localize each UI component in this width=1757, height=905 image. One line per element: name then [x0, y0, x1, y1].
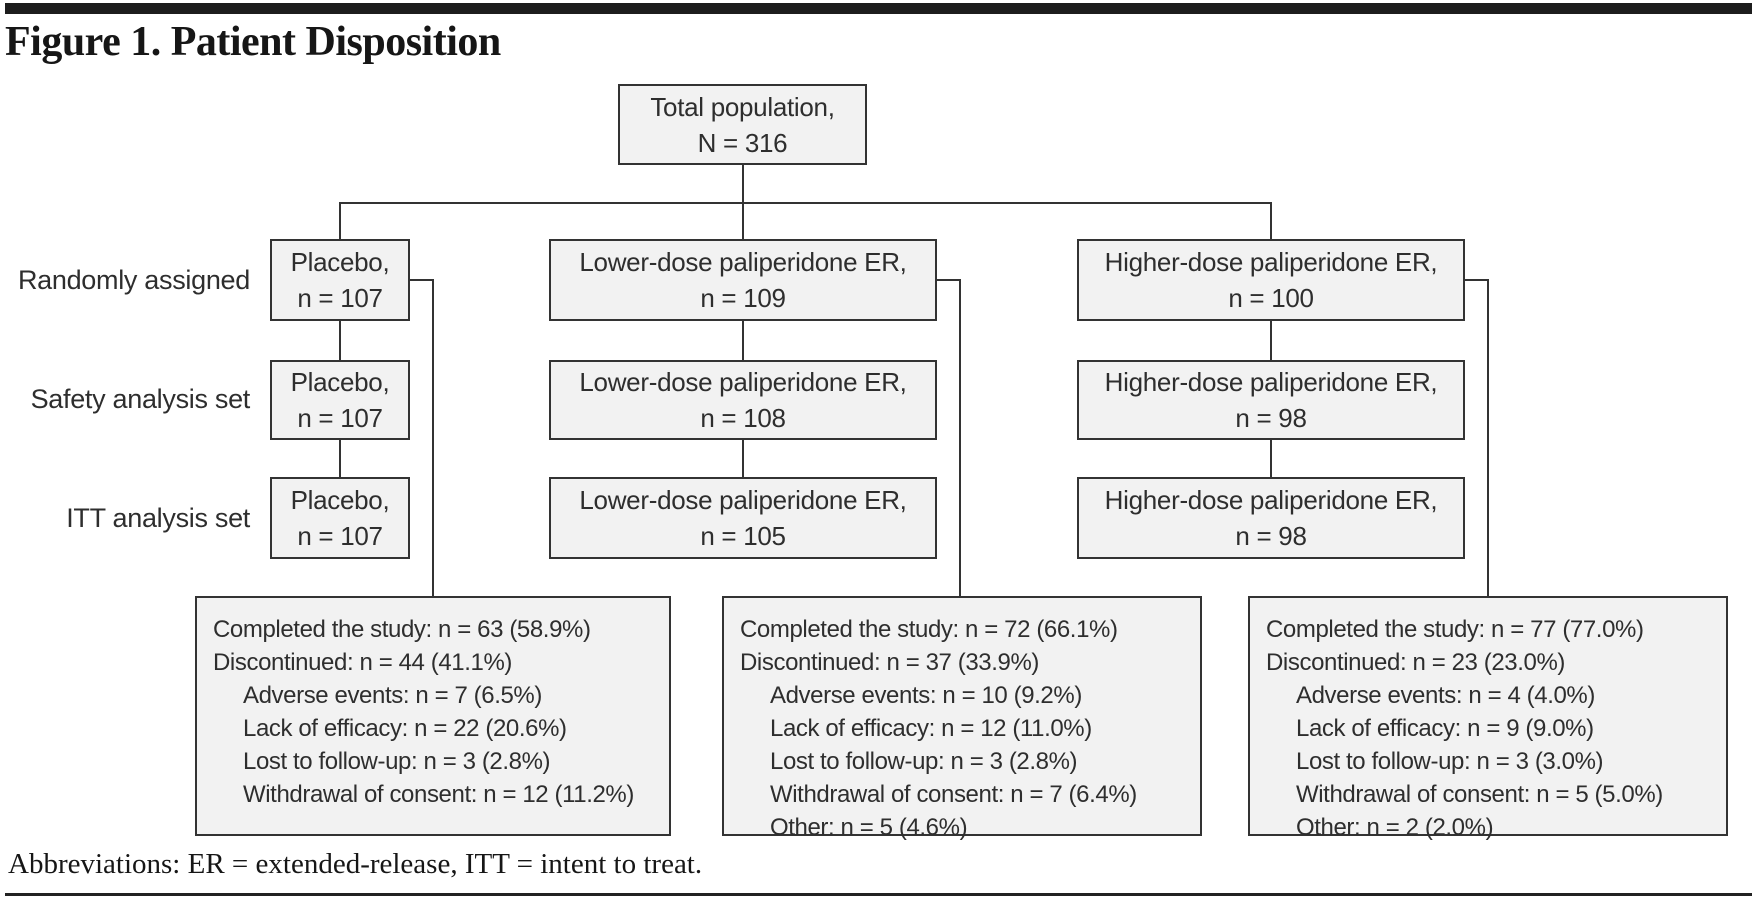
abbreviations-note: Abbreviations: ER = extended-release, IT…	[8, 848, 703, 880]
placebo-safety-line2: n = 107	[297, 403, 383, 433]
lower-dose-reason-lack-of-efficacy: Lack of efficacy: n = 12 (11.0%)	[770, 715, 1092, 742]
placebo-outcome-box: Completed the study: n = 63 (58.9%) Disc…	[195, 596, 671, 836]
placebo-itt-line2: n = 107	[297, 521, 383, 551]
placebo-randomized-line1: Placebo,	[290, 247, 390, 277]
connector-total-down	[742, 165, 744, 204]
lower-dose-itt-line2: n = 105	[700, 521, 786, 551]
row-label-itt-analysis-set: ITT analysis set	[66, 503, 250, 533]
higher-dose-itt-line2: n = 98	[1235, 521, 1307, 551]
placebo-safety-box: Placebo, n = 107	[270, 360, 410, 440]
higher-dose-reason-lost-to-follow-up: Lost to follow-up: n = 3 (3.0%)	[1296, 748, 1604, 775]
placebo-reason-withdrawal-of-consent: Withdrawal of consent: n = 12 (11.2%)	[243, 781, 634, 808]
lower-dose-safety-box: Lower-dose paliperidone ER, n = 108	[549, 360, 937, 440]
higher-dose-discontinued: Discontinued: n = 23 (23.0%)	[1266, 649, 1565, 676]
connector-drop-lower	[742, 202, 744, 240]
lower-dose-itt-box: Lower-dose paliperidone ER, n = 105	[549, 477, 937, 559]
connector-drop-higher	[1270, 202, 1272, 240]
lower-dose-randomized-line2: n = 109	[700, 283, 786, 313]
lower-dose-randomized-line1: Lower-dose paliperidone ER,	[579, 247, 907, 277]
lower-dose-safety-line1: Lower-dose paliperidone ER,	[579, 367, 907, 397]
row-label-safety-analysis-set: Safety analysis set	[30, 384, 251, 414]
placebo-completed: Completed the study: n = 63 (58.9%)	[213, 616, 591, 643]
connector-higher-r1-r2	[1270, 321, 1272, 360]
lower-dose-safety-line2: n = 108	[700, 403, 786, 433]
higher-dose-randomized-box: Higher-dose paliperidone ER, n = 100	[1077, 239, 1465, 321]
higher-dose-reason-other: Other: n = 2 (2.0%)	[1296, 814, 1494, 841]
total-population-box: Total population, N = 316	[618, 84, 867, 165]
connector-placebo-r1-r2	[339, 321, 341, 360]
lower-dose-discontinued: Discontinued: n = 37 (33.9%)	[740, 649, 1039, 676]
higher-dose-itt-box: Higher-dose paliperidone ER, n = 98	[1077, 477, 1465, 559]
placebo-safety-line1: Placebo,	[290, 367, 390, 397]
top-rule-bar	[5, 3, 1752, 14]
placebo-reason-lack-of-efficacy: Lack of efficacy: n = 22 (20.6%)	[243, 715, 567, 742]
connector-lower-side-vertical	[959, 279, 961, 598]
lower-dose-reason-adverse-events: Adverse events: n = 10 (9.2%)	[770, 682, 1082, 709]
placebo-reason-adverse-events: Adverse events: n = 7 (6.5%)	[243, 682, 542, 709]
lower-dose-reason-lost-to-follow-up: Lost to follow-up: n = 3 (2.8%)	[770, 748, 1078, 775]
placebo-randomized-line2: n = 107	[297, 283, 383, 313]
placebo-itt-line1: Placebo,	[290, 485, 390, 515]
placebo-reason-lost-to-follow-up: Lost to follow-up: n = 3 (2.8%)	[243, 748, 551, 775]
connector-higher-side-vertical	[1487, 279, 1489, 598]
total-population-line1: Total population,	[650, 91, 835, 122]
higher-dose-randomized-line1: Higher-dose paliperidone ER,	[1104, 247, 1438, 277]
higher-dose-reason-lack-of-efficacy: Lack of efficacy: n = 9 (9.0%)	[1296, 715, 1594, 742]
higher-dose-reason-withdrawal-of-consent: Withdrawal of consent: n = 5 (5.0%)	[1296, 781, 1663, 808]
connector-drop-placebo	[339, 202, 341, 240]
total-population-line2: N = 316	[697, 127, 788, 158]
figure-title: Figure 1. Patient Disposition	[5, 19, 501, 65]
lower-dose-completed: Completed the study: n = 72 (66.1%)	[740, 616, 1118, 643]
higher-dose-safety-line2: n = 98	[1235, 403, 1307, 433]
higher-dose-completed: Completed the study: n = 77 (77.0%)	[1266, 616, 1644, 643]
lower-dose-randomized-box: Lower-dose paliperidone ER, n = 109	[549, 239, 937, 321]
row-label-randomly-assigned: Randomly assigned	[17, 265, 250, 295]
connector-placebo-r2-r3	[339, 439, 341, 478]
connector-placebo-side-vertical	[432, 279, 434, 598]
connector-placebo-side-horizontal	[410, 279, 434, 281]
higher-dose-itt-line1: Higher-dose paliperidone ER,	[1104, 485, 1438, 515]
lower-dose-itt-line1: Lower-dose paliperidone ER,	[579, 485, 907, 515]
higher-dose-safety-box: Higher-dose paliperidone ER, n = 98	[1077, 360, 1465, 440]
lower-dose-outcome-box: Completed the study: n = 72 (66.1%) Disc…	[722, 596, 1202, 841]
connector-higher-r2-r3	[1270, 439, 1272, 478]
connector-lower-r2-r3	[742, 439, 744, 478]
connector-higher-side-horizontal	[1465, 279, 1489, 281]
placebo-itt-box: Placebo, n = 107	[270, 477, 410, 559]
higher-dose-reason-adverse-events: Adverse events: n = 4 (4.0%)	[1296, 682, 1595, 709]
higher-dose-outcome-box: Completed the study: n = 77 (77.0%) Disc…	[1248, 596, 1728, 841]
connector-lower-r1-r2	[742, 321, 744, 360]
placebo-randomized-box: Placebo, n = 107	[270, 239, 410, 321]
connector-lower-side-horizontal	[937, 279, 961, 281]
lower-dose-reason-other: Other: n = 5 (4.6%)	[770, 814, 968, 841]
placebo-discontinued: Discontinued: n = 44 (41.1%)	[213, 649, 512, 676]
connector-branch-horizontal	[339, 202, 1272, 204]
lower-dose-reason-withdrawal-of-consent: Withdrawal of consent: n = 7 (6.4%)	[770, 781, 1137, 808]
higher-dose-safety-line1: Higher-dose paliperidone ER,	[1104, 367, 1438, 397]
higher-dose-randomized-line2: n = 100	[1228, 283, 1314, 313]
bottom-rule-bar	[5, 893, 1752, 896]
